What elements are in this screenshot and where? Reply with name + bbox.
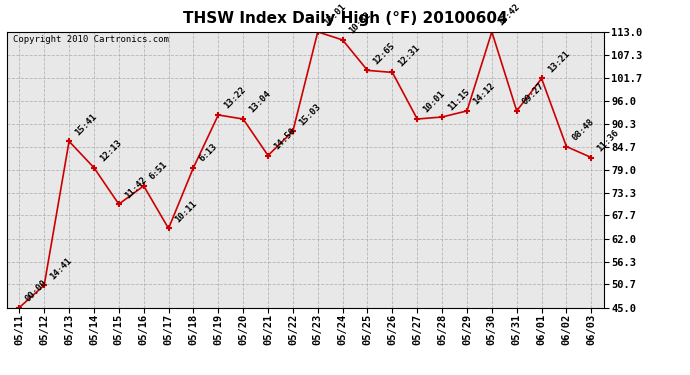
Text: 10:01: 10:01 [422,90,446,115]
Text: 11:15: 11:15 [446,87,472,113]
Text: THSW Index Daily High (°F) 20100604: THSW Index Daily High (°F) 20100604 [183,11,507,26]
Text: 10:32: 10:32 [347,10,372,36]
Text: 14:50: 14:50 [272,126,297,152]
Text: 6:51: 6:51 [148,160,170,182]
Text: 14:12: 14:12 [471,81,497,107]
Text: 6:13: 6:13 [197,142,219,164]
Text: 11:36: 11:36 [595,128,621,153]
Text: Copyright 2010 Cartronics.com: Copyright 2010 Cartronics.com [13,34,169,44]
Text: 10:11: 10:11 [172,199,198,224]
Text: 13:04: 13:04 [247,90,273,115]
Text: 14:41: 14:41 [48,256,74,281]
Text: 08:48: 08:48 [571,117,596,142]
Text: 09:27: 09:27 [521,81,546,107]
Text: 00:00: 00:00 [23,278,49,303]
Text: 11:42: 11:42 [123,175,148,200]
Text: 15:03: 15:03 [297,102,322,127]
Text: 13:42: 13:42 [496,2,522,28]
Text: 12:65: 12:65 [372,41,397,66]
Text: 12:31: 12:31 [397,43,422,68]
Text: 12:13: 12:13 [98,138,124,164]
Text: 15:41: 15:41 [73,112,99,137]
Text: 13:22: 13:22 [222,86,248,111]
Text: 13:21: 13:21 [546,49,571,74]
Text: 13:01: 13:01 [322,2,347,28]
